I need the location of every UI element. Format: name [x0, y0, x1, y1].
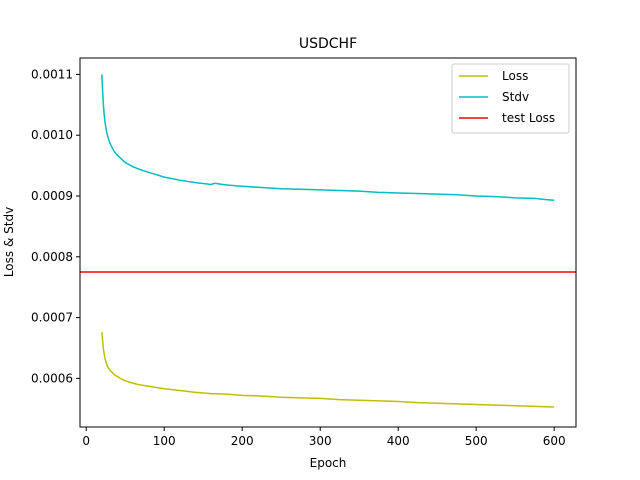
- x-tick-label: 400: [387, 434, 410, 448]
- x-axis-label: Epoch: [310, 456, 347, 470]
- legend-label-test-loss: test Loss: [502, 111, 555, 125]
- y-tick-label: 0.0010: [31, 128, 73, 142]
- axes-frame: [79, 57, 577, 428]
- series-stdv-line: [101, 74, 555, 201]
- chart-title: USDCHF: [299, 36, 357, 52]
- plot-area: [80, 74, 576, 408]
- x-tick-label: 100: [153, 434, 176, 448]
- y-tick-label: 0.0009: [31, 189, 73, 203]
- x-tick-label: 500: [465, 434, 488, 448]
- x-tick-label: 200: [231, 434, 254, 448]
- y-tick-label: 0.0011: [31, 67, 73, 81]
- legend: Loss Stdv test Loss: [451, 63, 570, 134]
- y-axis-label: Loss & Stdv: [2, 207, 16, 277]
- x-tick-label: 600: [543, 434, 566, 448]
- y-tick-label: 0.0006: [31, 371, 73, 385]
- legend-label-stdv: Stdv: [502, 90, 529, 104]
- x-axis: 0 100 200 300 400 500 600: [82, 427, 566, 448]
- x-tick-label: 300: [309, 434, 332, 448]
- series-loss-line: [101, 332, 555, 408]
- y-tick-label: 0.0008: [31, 250, 73, 264]
- y-tick-label: 0.0007: [31, 311, 73, 325]
- legend-label-loss: Loss: [502, 69, 528, 83]
- x-tick-label: 0: [82, 434, 90, 448]
- y-axis: 0.0006 0.0007 0.0008 0.0009 0.0010 0.0011: [31, 67, 80, 385]
- legend-box: [451, 63, 570, 134]
- legend-items: Loss Stdv test Loss: [459, 69, 555, 125]
